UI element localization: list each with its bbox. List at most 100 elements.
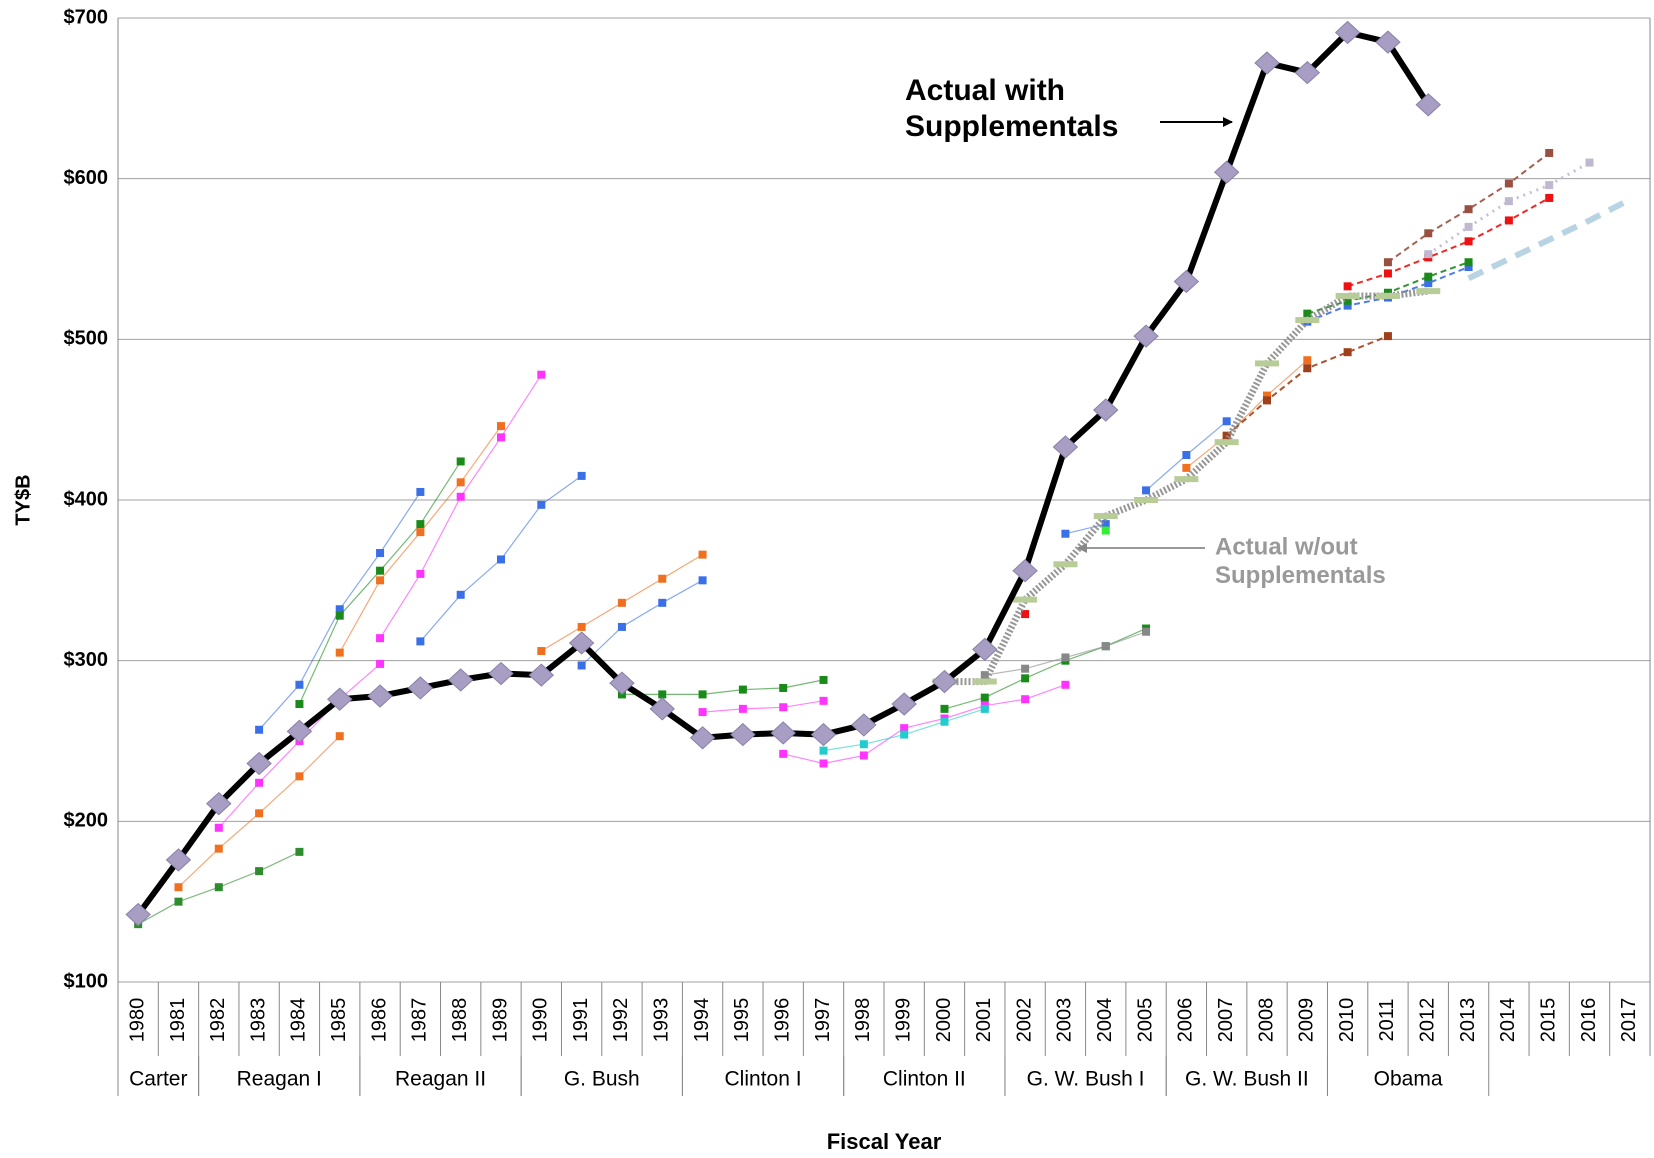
marker — [658, 690, 667, 699]
marker — [617, 598, 626, 607]
marker — [1504, 216, 1513, 225]
marker — [416, 520, 425, 529]
term-label: Clinton II — [883, 1068, 966, 1091]
marker — [246, 751, 272, 776]
y-tick-label: $200 — [64, 810, 109, 832]
marker — [1424, 229, 1433, 238]
x-tick-label: 1981 — [167, 998, 189, 1043]
x-tick-label: 2013 — [1457, 998, 1479, 1043]
series-line — [702, 700, 824, 713]
marker — [1013, 596, 1038, 603]
marker — [940, 717, 949, 726]
series-line — [1226, 335, 1389, 437]
marker — [940, 704, 949, 713]
marker — [1012, 559, 1038, 583]
marker — [335, 611, 344, 620]
series-line — [581, 579, 703, 666]
x-tick-label: 2009 — [1296, 998, 1318, 1043]
marker — [1134, 497, 1159, 503]
marker — [1142, 486, 1151, 495]
marker — [980, 671, 989, 680]
marker — [649, 697, 676, 721]
x-tick-label: 1987 — [409, 998, 431, 1043]
marker — [174, 883, 183, 892]
term-label: Obama — [1374, 1068, 1443, 1091]
marker — [326, 687, 353, 711]
y-tick-label: $400 — [64, 488, 109, 510]
marker — [1294, 60, 1321, 85]
x-tick-label: 1994 — [691, 998, 713, 1043]
marker — [376, 634, 385, 643]
marker — [1093, 513, 1118, 520]
marker — [335, 648, 344, 657]
marker — [1383, 258, 1392, 267]
y-tick-label: $700 — [64, 6, 109, 28]
marker — [1052, 435, 1079, 459]
marker — [770, 721, 796, 745]
marker — [617, 622, 626, 631]
marker — [1464, 237, 1473, 246]
marker — [819, 759, 828, 768]
marker — [376, 659, 385, 668]
x-tick-label: 2004 — [1094, 998, 1116, 1043]
marker — [1375, 292, 1400, 299]
x-axis-label: Fiscal Year — [827, 1129, 942, 1154]
marker — [1416, 288, 1441, 295]
series-line — [339, 425, 502, 653]
y-tick-label: $100 — [64, 970, 109, 992]
x-tick-label: 2017 — [1618, 998, 1640, 1043]
marker — [1343, 348, 1352, 357]
marker — [537, 500, 546, 509]
marker — [497, 433, 505, 442]
marker — [407, 676, 434, 700]
x-tick-label: 1983 — [247, 998, 269, 1043]
x-tick-label: 1980 — [126, 998, 148, 1043]
marker — [1343, 282, 1352, 291]
marker — [689, 726, 716, 750]
marker — [1061, 653, 1070, 662]
marker — [416, 637, 425, 646]
marker — [537, 647, 546, 656]
marker — [1424, 279, 1433, 288]
marker — [456, 478, 465, 487]
annotation: Actual w/out — [1215, 533, 1358, 560]
marker — [1424, 250, 1433, 259]
x-tick-label: 2000 — [933, 998, 955, 1043]
x-tick-label: 1989 — [489, 998, 511, 1043]
x-tick-label: 1993 — [651, 998, 673, 1043]
marker — [698, 708, 707, 717]
x-tick-label: 1997 — [812, 998, 834, 1043]
marker — [497, 555, 505, 564]
marker — [972, 678, 997, 685]
series-line — [1186, 359, 1308, 469]
marker — [214, 823, 223, 832]
marker — [1383, 332, 1392, 341]
marker — [1415, 93, 1441, 117]
x-tick-label: 2011 — [1376, 998, 1398, 1041]
x-tick-label: 2006 — [1175, 998, 1197, 1043]
marker — [255, 867, 264, 876]
x-tick-label: 1988 — [449, 998, 471, 1043]
marker — [1303, 309, 1312, 318]
marker — [609, 671, 635, 695]
marker — [376, 576, 385, 585]
marker — [859, 740, 868, 749]
marker — [658, 598, 667, 607]
series-line — [135, 29, 1431, 917]
marker — [1343, 296, 1352, 305]
marker — [488, 661, 514, 686]
marker — [214, 844, 223, 853]
series-line — [1347, 197, 1550, 288]
marker — [367, 684, 393, 708]
marker — [1464, 205, 1473, 214]
series-line — [944, 627, 1147, 710]
marker — [125, 902, 151, 927]
y-tick-label: $600 — [64, 167, 109, 189]
marker — [295, 700, 304, 709]
y-tick-label: $500 — [64, 328, 109, 350]
term-label: G. W. Bush II — [1185, 1068, 1309, 1091]
term-label: G. W. Bush I — [1027, 1068, 1145, 1091]
series-line — [1427, 161, 1591, 256]
term-label: G. Bush — [564, 1068, 640, 1091]
